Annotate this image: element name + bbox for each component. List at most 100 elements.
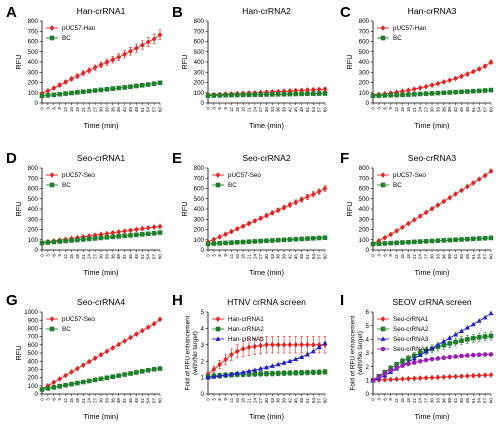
panel-letter: E	[172, 150, 182, 167]
data-point	[310, 348, 316, 354]
x-tick-label: 45	[128, 398, 133, 404]
data-point	[157, 80, 163, 86]
data-point	[211, 366, 217, 373]
data-point	[287, 370, 293, 376]
y-tick-label: 800	[194, 165, 205, 172]
x-tick-label: 0	[371, 254, 376, 257]
data-point	[400, 92, 405, 98]
x-tick-label: 51	[471, 398, 476, 404]
x-tick-label: 60	[158, 398, 163, 404]
x-tick-label: 48	[465, 398, 470, 404]
data-point	[75, 90, 80, 95]
data-point	[145, 368, 151, 373]
data-point	[287, 91, 293, 97]
y-tick-label: 400	[359, 206, 370, 213]
series-4	[370, 352, 494, 383]
chart-title: Seo-crRNA4	[77, 297, 125, 307]
data-point	[122, 51, 127, 58]
x-tick-label: 39	[116, 398, 121, 404]
data-point	[287, 341, 293, 348]
y-tick-label: 300	[359, 69, 370, 76]
legend-item: Seo-crRNA4	[377, 346, 429, 353]
data-point	[205, 93, 211, 98]
x-tick-label: 45	[128, 254, 133, 260]
x-tick-label: 42	[453, 398, 458, 404]
data-point	[63, 382, 68, 388]
data-point	[240, 239, 246, 245]
data-point	[382, 371, 388, 376]
data-point	[394, 362, 399, 367]
data-point	[482, 235, 488, 241]
x-tick-label: 33	[104, 254, 109, 260]
x-axis-label: Time (min)	[83, 268, 118, 277]
data-point	[429, 91, 435, 96]
data-point	[287, 358, 293, 364]
data-point	[110, 229, 116, 236]
x-tick-label: 24	[418, 107, 423, 113]
x-tick-label: 48	[299, 398, 304, 404]
data-point	[92, 377, 98, 383]
data-point	[459, 187, 464, 194]
data-point	[157, 230, 163, 235]
x-tick-label: 15	[235, 107, 240, 113]
data-point	[423, 357, 429, 363]
data-point	[376, 241, 382, 247]
data-point	[104, 230, 110, 237]
data-point	[116, 54, 121, 60]
data-point	[57, 91, 62, 97]
x-tick-label: 33	[270, 398, 275, 404]
x-tick-label: 15	[400, 107, 405, 113]
data-point	[57, 82, 62, 88]
x-tick-label: 18	[241, 254, 246, 260]
legend-item: Seo-crRNA2	[377, 326, 429, 333]
x-tick-label: 42	[287, 254, 292, 260]
x-tick-label: 48	[299, 254, 304, 260]
x-tick-label: 60	[489, 398, 494, 404]
y-axis-label: Fold of RFU enhancement(with/No target)	[350, 315, 364, 390]
data-point	[476, 66, 482, 72]
data-point	[293, 341, 299, 348]
x-tick-label: 45	[459, 254, 464, 260]
data-point	[465, 353, 470, 358]
chart-title: SEOV crRNA screen	[392, 297, 471, 307]
data-point	[394, 240, 399, 246]
y-tick-label: 0	[201, 100, 205, 107]
data-point	[305, 194, 310, 200]
y-tick-label: 700	[194, 28, 205, 35]
x-tick-label: 21	[412, 398, 417, 404]
data-point	[140, 232, 145, 237]
x-tick-label: 42	[122, 398, 127, 404]
legend-item: pUC57-Seo	[46, 172, 95, 179]
data-point	[151, 36, 157, 42]
data-point	[435, 344, 441, 350]
data-point	[110, 86, 116, 91]
series-2	[370, 87, 494, 99]
data-point	[382, 376, 388, 383]
panel-letter: G	[6, 292, 18, 309]
data-point	[104, 375, 110, 381]
panel-letter: H	[172, 292, 183, 309]
x-tick-label: 54	[311, 254, 316, 260]
data-point	[240, 372, 246, 377]
data-point	[429, 374, 435, 381]
data-point	[388, 376, 393, 383]
data-point	[275, 341, 281, 348]
x-tick-label: 18	[75, 398, 80, 404]
data-point	[49, 316, 55, 322]
y-axis-label-line2: (with/No target)	[357, 331, 364, 375]
y-tick-label: 400	[359, 59, 370, 66]
data-point	[157, 31, 163, 38]
data-point	[376, 374, 382, 380]
y-tick-label: 0	[35, 391, 39, 398]
legend-label: BC	[393, 182, 402, 189]
data-point	[110, 56, 116, 63]
x-tick-label: 57	[317, 398, 322, 404]
data-point	[287, 88, 293, 94]
data-point	[471, 68, 476, 75]
data-point	[98, 231, 104, 238]
data-point	[98, 351, 104, 358]
y-tick-label: 800	[28, 18, 39, 25]
data-point	[86, 358, 92, 365]
data-point	[258, 342, 263, 349]
